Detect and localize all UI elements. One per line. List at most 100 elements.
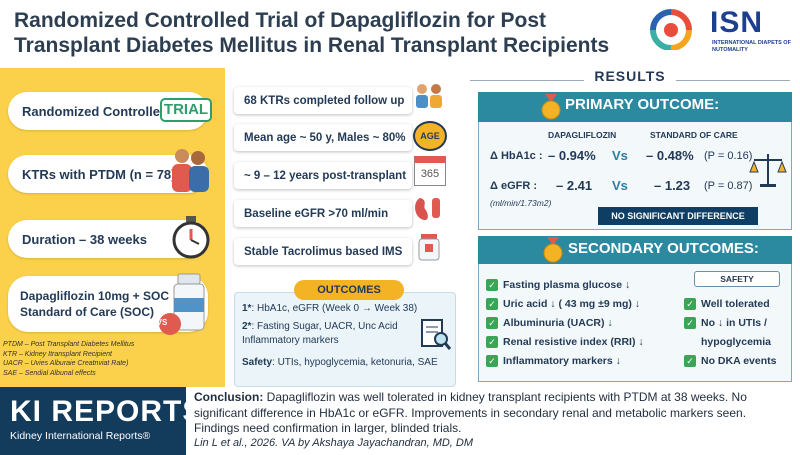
journal-subtitle: Kidney International Reports®	[10, 430, 151, 442]
outcome-primary: 1*: HbA1c, eGFR (Week 0 → Week 38)	[242, 302, 417, 316]
secondary-item: ✓ Albuminuria (UACR) ↓	[486, 317, 613, 329]
safety-item-cont: hypoglycemia	[701, 336, 772, 348]
logo-subtitle: INTERNATIONAL DIAPETS OF NUTOMALITY	[712, 40, 791, 53]
outcome-safety: Safety: UTIs, hypoglycemia, ketonuria, S…	[242, 356, 438, 370]
hba1c-dapa-value: – 0.94%	[548, 148, 596, 163]
citation: Lin L et al., 2026. VA by Akshaya Jayach…	[194, 437, 474, 449]
hba1c-soc-value: – 0.48%	[646, 148, 694, 163]
post-transplant-card: ~ 9 – 12 years post-transplant	[234, 162, 412, 189]
medal-icon	[541, 94, 561, 120]
secondary-item-label: Renal resistive index (RRI) ↓	[503, 336, 644, 348]
conclusion-text: Dapagliflozin was well tolerated in kidn…	[194, 390, 747, 435]
trial-badge: TRIAL	[160, 98, 212, 122]
secondary-item-label: Uric acid ↓ ( 43 mg ±9 mg) ↓	[503, 298, 641, 310]
primary-outcome-bar	[478, 92, 792, 122]
egfr-soc-value: – 1.23	[654, 178, 691, 193]
check-icon: ✓	[684, 317, 696, 329]
vs-badge: VS	[156, 318, 168, 327]
outcomes-title: OUTCOMES	[294, 280, 404, 300]
outcome-primary-text: : HbA1c, eGFR (Week 0 → Week 38)	[251, 303, 418, 314]
check-icon: ✓	[486, 317, 498, 329]
outcome-safety-text: : UTIs, hypoglycemia, ketonuria, SAE	[272, 357, 438, 368]
hba1c-vs: Vs	[612, 148, 628, 163]
safety-item: ✓ Well tolerated	[684, 298, 770, 310]
isn-logo-icon	[650, 9, 692, 50]
ktrs-label: KTRs with PTDM (n = 78)	[22, 166, 176, 182]
col-dapagliflozin: DAPAGLIFLOZIN	[548, 130, 617, 140]
outcome-safety-label: Safety	[242, 357, 273, 368]
baseline-egfr-label: Baseline eGFR >70 ml/min	[244, 207, 389, 220]
hba1c-label: Δ HbA1c :	[490, 150, 543, 162]
egfr-vs: Vs	[612, 178, 628, 193]
outcome-secondary: 2*: Fasting Sugar, UACR, Unc Acid	[242, 320, 398, 334]
check-icon: ✓	[486, 355, 498, 367]
calendar-icon: 365	[414, 156, 446, 186]
abbreviation-item: SAE – Sendial Albunal effects	[3, 369, 96, 377]
patients-icon	[172, 149, 209, 192]
safety-item: ✓ No ↓ in UTIs /	[684, 317, 767, 329]
results-heading-text: RESULTS	[584, 68, 676, 84]
followup-label: 68 KTRs completed follow up	[244, 94, 405, 107]
results-heading: RESULTS	[470, 68, 790, 90]
journal-footer	[0, 387, 186, 455]
safety-heading: SAFETY	[694, 271, 780, 287]
outcome-primary-marker: 1*	[242, 303, 252, 314]
baseline-egfr-card: Baseline eGFR >70 ml/min	[234, 200, 412, 227]
age-card: Mean age ~ 50 y, Males ~ 80%	[234, 124, 412, 151]
duration-label: Duration – 38 weeks	[22, 231, 147, 247]
document-search-icon	[421, 319, 452, 350]
secondary-item-label: Albuminuria (UACR) ↓	[503, 317, 613, 329]
safety-item-label: No ↓ in UTIs /	[701, 317, 767, 329]
age-label: Mean age ~ 50 y, Males ~ 80%	[244, 131, 406, 144]
secondary-item: ✓ Renal resistive index (RRI) ↓	[486, 336, 644, 348]
abbreviation-item: UACR – Uvies Alburaie Creatnviat Rate)	[3, 360, 129, 367]
safety-item: ✓ No DKA events	[684, 355, 776, 367]
stopwatch-icon	[172, 216, 210, 259]
secondary-item-label: Inflammatory markers ↓	[503, 355, 621, 367]
col-standard-of-care: STANDARD OF CARE	[650, 130, 738, 140]
arm-dapagliflozin: Dapagliflozin 10mg + SOC	[20, 289, 170, 303]
secondary-item: ✓ Uric acid ↓ ( 43 mg ±9 mg) ↓	[486, 298, 640, 310]
group-people-icon	[416, 84, 442, 108]
egfr-unit: (ml/min/1.73m2)	[490, 198, 552, 208]
outcome-secondary-text: : Fasting Sugar, UACR, Unc Acid	[251, 321, 398, 332]
pill-bottle-icon	[418, 234, 440, 261]
safety-item-label: Well tolerated	[701, 298, 770, 310]
arm-soc: Standard of Care (SOC)	[20, 305, 155, 319]
abbreviation-item: PTDM – Post Transplant Diabetes Mellitus	[3, 341, 135, 348]
egfr-dapa-value: – 2.41	[556, 178, 593, 193]
secondary-item: ✓ Inflammatory markers ↓	[486, 355, 621, 367]
check-icon: ✓	[486, 298, 498, 310]
logo-name: ISN	[710, 6, 764, 39]
check-icon: ✓	[684, 355, 696, 367]
followup-card: 68 KTRs completed follow up	[234, 87, 412, 114]
no-significant-difference-banner: NO SIGNIFICANT DIFFERENCE	[598, 207, 758, 225]
secondary-outcomes-bar	[478, 236, 792, 264]
kidney-warning-icon	[415, 198, 440, 221]
abbreviations: PTDM – Post Transplant Diabetes Mellitus…	[0, 340, 225, 378]
scale-balance-icon	[749, 154, 787, 187]
hba1c-p-value: (P = 0.16)	[704, 150, 753, 162]
post-transplant-label: ~ 9 – 12 years post-transplant	[244, 169, 407, 182]
outcomes-box	[234, 292, 456, 387]
abbreviation-item: KTR – Kidney Itransplant Recipient	[3, 350, 112, 358]
egfr-p-value: (P = 0.87)	[704, 180, 753, 192]
check-icon: ✓	[684, 298, 696, 310]
randomized-label: Randomized Controlled	[22, 103, 168, 119]
outcome-secondary-marker: 2*	[242, 321, 252, 332]
secondary-item-label: Fasting plasma glucose ↓	[503, 279, 631, 291]
page-title: Randomized Controlled Trial of Dapaglifl…	[14, 9, 610, 57]
tacrolimus-card: Stable Tacrolimus based IMS	[234, 238, 412, 265]
egfr-label: Δ eGFR :	[490, 180, 538, 192]
primary-outcome-title: PRIMARY OUTCOME:	[565, 96, 720, 113]
medication-icon	[159, 273, 205, 335]
conclusion: Conclusion: Dapagliflozin was well toler…	[194, 390, 794, 437]
age-badge: AGE	[413, 121, 447, 151]
journal-name: KI REPORTS	[10, 395, 204, 428]
secondary-outcomes-title: SECONDARY OUTCOMES:	[568, 240, 759, 257]
secondary-item: ✓ Fasting plasma glucose ↓	[486, 279, 630, 291]
safety-item-label: No DKA events	[701, 355, 777, 367]
outcome-secondary-cont: Inflammatory markers	[242, 335, 339, 346]
conclusion-label: Conclusion:	[194, 390, 264, 404]
medal-icon	[543, 237, 563, 263]
